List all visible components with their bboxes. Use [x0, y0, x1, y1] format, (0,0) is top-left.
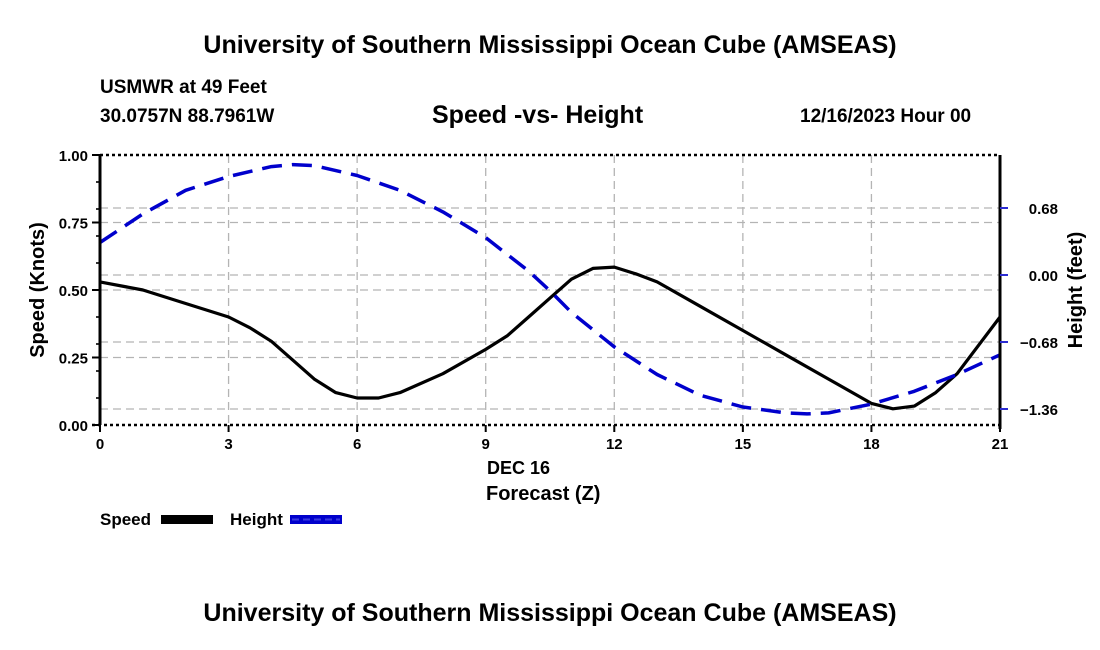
y2-axis-label: Height (feet)	[1065, 232, 1087, 349]
x-tick-label: 15	[735, 436, 752, 453]
y2-tick-label: 0.00	[1029, 268, 1058, 285]
footer-title: University of Southern Mississippi Ocean…	[203, 599, 897, 627]
y-tick-label: 0.75	[59, 216, 88, 233]
x-axis-label: Forecast (Z)	[486, 483, 600, 505]
x-tick-label: 9	[482, 436, 490, 453]
grid-lines	[100, 155, 1000, 425]
legend-speed-swatch	[161, 515, 213, 524]
x-tick-label: 18	[863, 436, 880, 453]
legend-height-label: Height	[230, 510, 283, 529]
x-tick-label: 21	[992, 436, 1009, 453]
axes-group	[92, 153, 1002, 429]
y2-tick-label: −0.68	[1020, 335, 1058, 352]
x-tick-label: 12	[606, 436, 623, 453]
x-tick-label: 0	[96, 436, 104, 453]
y-tick-label: 0.50	[59, 283, 88, 300]
coordinates-label: 30.0757N 88.7961W	[100, 106, 275, 127]
legend-speed-label: Speed	[100, 510, 151, 529]
x-tick-label: 6	[353, 436, 361, 453]
station-label: USMWR at 49 Feet	[100, 77, 267, 98]
series-line-height	[99, 162, 1001, 416]
y2-tick-label: 0.68	[1029, 201, 1058, 218]
x-axis-sublabel: DEC 16	[487, 458, 550, 478]
y-tick-label: 0.25	[59, 351, 88, 368]
page-title: University of Southern Mississippi Ocean…	[203, 31, 897, 59]
date-label: 12/16/2023 Hour 00	[800, 106, 972, 127]
y-tick-label: 0.00	[59, 418, 88, 435]
series-line-speed	[99, 265, 1002, 411]
x-tick-label: 3	[224, 436, 232, 453]
y-tick-label: 1.00	[59, 148, 88, 165]
y-axis-label: Speed (Knots)	[27, 222, 49, 358]
tick-group: 0 3 6 9 12 15 18 21 0.00 0.25 0.50 0.75 1.00 0.68 0.00…	[59, 148, 1058, 453]
legend: Speed Height	[100, 510, 342, 529]
chart-title: Speed -vs- Height	[432, 101, 644, 129]
series-group	[99, 162, 1002, 416]
y2-tick-label: −1.36	[1020, 402, 1058, 419]
